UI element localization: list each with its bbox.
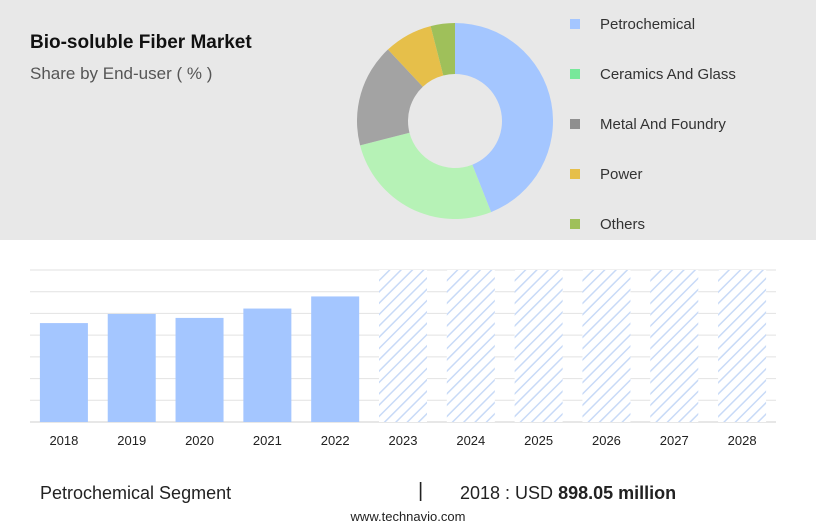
x-tick-label-2024: 2024 bbox=[456, 433, 485, 448]
footer-bar: Petrochemical Segment | 2018 : USD 898.0… bbox=[0, 470, 816, 520]
legend-label: Ceramics And Glass bbox=[600, 65, 736, 83]
bar-marks bbox=[39, 270, 767, 422]
x-tick-label-2022: 2022 bbox=[321, 433, 350, 448]
donut-slice-others bbox=[430, 23, 455, 76]
segment-value-amount: 898.05 million bbox=[558, 483, 677, 503]
bar-2019 bbox=[107, 313, 156, 422]
legend-label: Others bbox=[600, 215, 646, 233]
segment-label: Petrochemical Segment bbox=[40, 483, 232, 503]
legend-item-power: Power bbox=[570, 164, 643, 184]
bar-2022 bbox=[311, 296, 360, 422]
forecast-bar-2028 bbox=[718, 270, 767, 422]
x-tick-label-2023: 2023 bbox=[389, 433, 418, 448]
segment-value: 2018 : USD 898.05 million bbox=[460, 483, 676, 504]
legend-swatch bbox=[570, 219, 580, 229]
legend-label: Petrochemical bbox=[600, 15, 696, 33]
bar-x-tick-labels: 2018 2019 2020 2021 2022 2023 2024 2025 2026 2027… bbox=[49, 433, 756, 448]
legend-swatch bbox=[570, 169, 580, 179]
x-tick-label-2026: 2026 bbox=[592, 433, 621, 448]
legend-swatch bbox=[570, 19, 580, 29]
legend-item-petrochemical: Petrochemical bbox=[570, 14, 695, 34]
legend-item-others: Others bbox=[570, 214, 645, 234]
forecast-bar-2025 bbox=[514, 270, 563, 422]
source-url[interactable]: www.technavio.com bbox=[350, 509, 466, 524]
forecast-bar-2027 bbox=[650, 270, 699, 422]
x-tick-label-2027: 2027 bbox=[660, 433, 689, 448]
legend-label: Metal And Foundry bbox=[600, 115, 726, 133]
bar-2020 bbox=[175, 317, 224, 422]
donut-slice-metal-and-foundry bbox=[357, 49, 423, 146]
x-tick-label-2020: 2020 bbox=[185, 433, 214, 448]
donut-slice-ceramics-and-glass bbox=[360, 132, 492, 219]
footer-divider: | bbox=[418, 480, 424, 502]
legend-item-metal-and-foundry: Metal And Foundry bbox=[570, 114, 726, 134]
x-tick-label-2028: 2028 bbox=[728, 433, 757, 448]
bar-2018 bbox=[39, 323, 88, 422]
donut-chart bbox=[357, 23, 554, 219]
forecast-bar-2024 bbox=[446, 270, 495, 422]
forecast-bar-2026 bbox=[582, 270, 631, 422]
legend-label: Power bbox=[600, 165, 643, 183]
legend-swatch bbox=[570, 119, 580, 129]
segment-value-prefix: 2018 : USD bbox=[460, 483, 554, 503]
legend-item-ceramics-and-glass: Ceramics And Glass bbox=[570, 64, 736, 84]
legend-swatch bbox=[570, 69, 580, 79]
x-tick-label-2021: 2021 bbox=[253, 433, 282, 448]
x-tick-label-2025: 2025 bbox=[524, 433, 553, 448]
donut-slice-power bbox=[387, 26, 444, 87]
forecast-bar-2023 bbox=[379, 270, 427, 422]
bar-2021 bbox=[243, 308, 292, 422]
chart-title: Bio-soluble Fiber Market bbox=[30, 32, 252, 53]
donut-slice-petrochemical bbox=[455, 23, 554, 213]
chart-subtitle: Share by End-user ( % ) bbox=[30, 64, 213, 83]
x-tick-label-2018: 2018 bbox=[49, 433, 78, 448]
x-tick-label-2019: 2019 bbox=[117, 433, 146, 448]
bar-chart: 2018 2019 2020 2021 2022 2023 2024 2025 2026 2027… bbox=[30, 269, 776, 448]
